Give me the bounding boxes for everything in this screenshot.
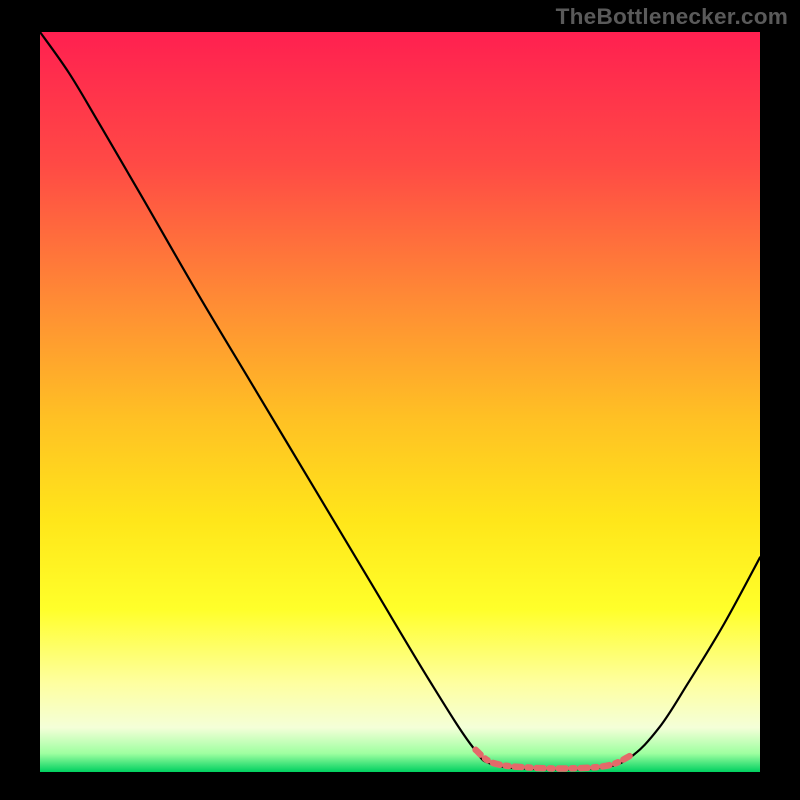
watermark-text: TheBottlenecker.com — [556, 4, 788, 30]
chart-container: TheBottlenecker.com — [0, 0, 800, 800]
bottleneck-curve-chart — [40, 32, 760, 772]
gradient-background — [40, 32, 760, 772]
